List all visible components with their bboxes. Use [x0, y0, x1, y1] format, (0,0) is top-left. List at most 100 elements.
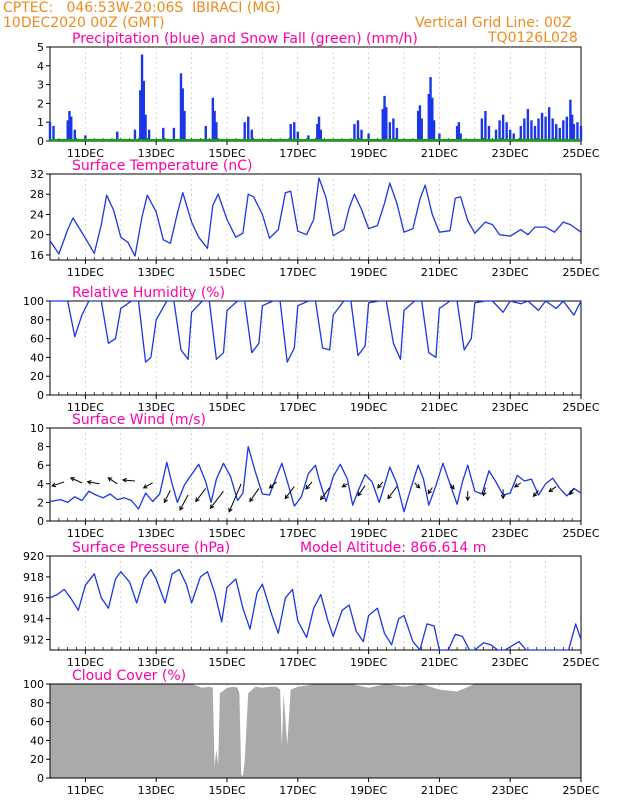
x-tick-label: 13DEC [138, 401, 175, 414]
x-tick-label: 25DEC [562, 784, 599, 797]
wind-arrow-shaft [320, 487, 331, 500]
wind-arrow-shaft [377, 481, 384, 489]
x-tick-label: 13DEC [138, 527, 175, 540]
precip-bar [147, 129, 151, 141]
x-tick-label: 21DEC [421, 266, 458, 279]
precip-bar [420, 118, 423, 141]
series-line [49, 177, 582, 257]
precip-bar [211, 97, 215, 141]
x-tick-label: 13DEC [138, 266, 175, 279]
wind-arrow-head [481, 491, 487, 497]
precip-bar [551, 118, 554, 141]
y-tick-label: 4 [37, 478, 44, 491]
chart-panel: 0 2 4 6 8 10 11DEC 13DEC 15DEC 17DEC 19DEC 21DEC 23D… [30, 412, 600, 540]
precip-bar [316, 124, 319, 141]
y-tick-label: 60 [30, 716, 44, 729]
x-tick-label: 23DEC [492, 527, 529, 540]
wind-arrow-head [569, 490, 574, 496]
precip-bar [52, 125, 55, 141]
y-tick-label: 4 [37, 60, 44, 73]
panel-annotation: Model Altitude: 866.614 m [300, 540, 486, 556]
precip-bar [204, 125, 207, 141]
x-tick-label: 21DEC [421, 527, 458, 540]
precip-bar [140, 54, 144, 141]
precip-bar [540, 112, 544, 141]
x-tick-label: 25DEC [562, 656, 599, 669]
precip-bar [215, 122, 218, 141]
wind-arrow-head [249, 497, 254, 503]
wind-arrow-head [341, 483, 347, 488]
wind-arrow-head [377, 483, 382, 489]
series-line [50, 300, 582, 363]
y-tick-label: 5 [37, 41, 44, 54]
y-tick-label: 32 [30, 168, 44, 181]
precip-bar [455, 125, 459, 141]
wind-arrow-shaft [143, 482, 153, 489]
x-tick-label: 11DEC [67, 401, 104, 414]
wind-arrow-shaft [163, 490, 171, 503]
precip-bar [289, 124, 292, 141]
x-tick-label: 19DEC [350, 401, 387, 414]
x-tick-label: 21DEC [421, 401, 458, 414]
panel-title: Surface Temperature (nC) [72, 158, 253, 174]
y-tick-label: 916 [23, 592, 44, 605]
precip-bar [385, 107, 388, 141]
precip-bar [360, 129, 363, 141]
x-tick-label: 13DEC [138, 147, 175, 160]
precip-bar [162, 127, 165, 141]
precip-bar [48, 122, 52, 141]
x-tick-label: 15DEC [208, 266, 245, 279]
x-tick-label: 23DEC [492, 656, 529, 669]
precip-bar [427, 94, 430, 141]
x-tick-label: 25DEC [562, 147, 599, 160]
chart-panel: 912 914 916 918 920 11DEC 13DEC 15DEC 17DEC 19DEC… [23, 540, 600, 669]
precip-bar [381, 109, 384, 141]
x-tick-label: 17DEC [279, 401, 316, 414]
y-tick-label: 80 [30, 697, 44, 710]
precip-bar [572, 124, 576, 141]
series-line [49, 568, 582, 651]
x-tick-label: 23DEC [492, 147, 529, 160]
precip-bar [183, 110, 186, 141]
y-tick-label: 28 [30, 188, 44, 201]
wind-arrow-head [107, 477, 113, 482]
x-tick-label: 15DEC [208, 147, 245, 160]
wind-arrow-head [465, 496, 471, 502]
x-tick-label: 15DEC [208, 527, 245, 540]
precip-bar [579, 125, 583, 141]
header-model-code: TQ0126L028 [488, 30, 578, 46]
x-tick-label: 19DEC [350, 656, 387, 669]
panel-frame [49, 300, 582, 396]
chart-panel: 0 20 40 60 80 100 11DEC 13DEC 15DEC 17DEC 19DEC 21D… [23, 668, 600, 797]
precip-bar [416, 110, 420, 141]
wind-arrow-head [500, 494, 506, 500]
x-tick-label: 25DEC [562, 527, 599, 540]
precip-bar [213, 110, 216, 141]
x-tick-label: 19DEC [350, 784, 387, 797]
wind-arrow-shaft [195, 488, 207, 502]
y-tick-label: 20 [30, 370, 44, 383]
precip-bar [457, 122, 461, 141]
precip-bar [70, 116, 73, 141]
precip-bar [519, 125, 523, 141]
x-tick-label: 17DEC [279, 266, 316, 279]
precip-bar [569, 99, 572, 141]
precip-bar [537, 118, 540, 141]
y-tick-label: 40 [30, 351, 44, 364]
x-tick-label: 11DEC [67, 527, 104, 540]
x-tick-label: 17DEC [279, 527, 316, 540]
precip-bar [293, 122, 296, 141]
y-tick-label: 80 [30, 314, 44, 327]
precip-bar [172, 127, 176, 141]
wind-arrow-shaft [179, 494, 189, 511]
y-tick-label: 912 [23, 634, 44, 647]
y-tick-label: 2 [37, 97, 44, 110]
precip-bar [353, 124, 356, 141]
panel-frame-overlay [49, 683, 582, 779]
x-tick-label: 23DEC [492, 401, 529, 414]
precip-bar [319, 129, 323, 141]
cloud-cover-area [50, 684, 581, 778]
precip-bar [250, 129, 253, 141]
y-tick-label: 100 [23, 678, 44, 691]
x-tick-label: 15DEC [208, 401, 245, 414]
